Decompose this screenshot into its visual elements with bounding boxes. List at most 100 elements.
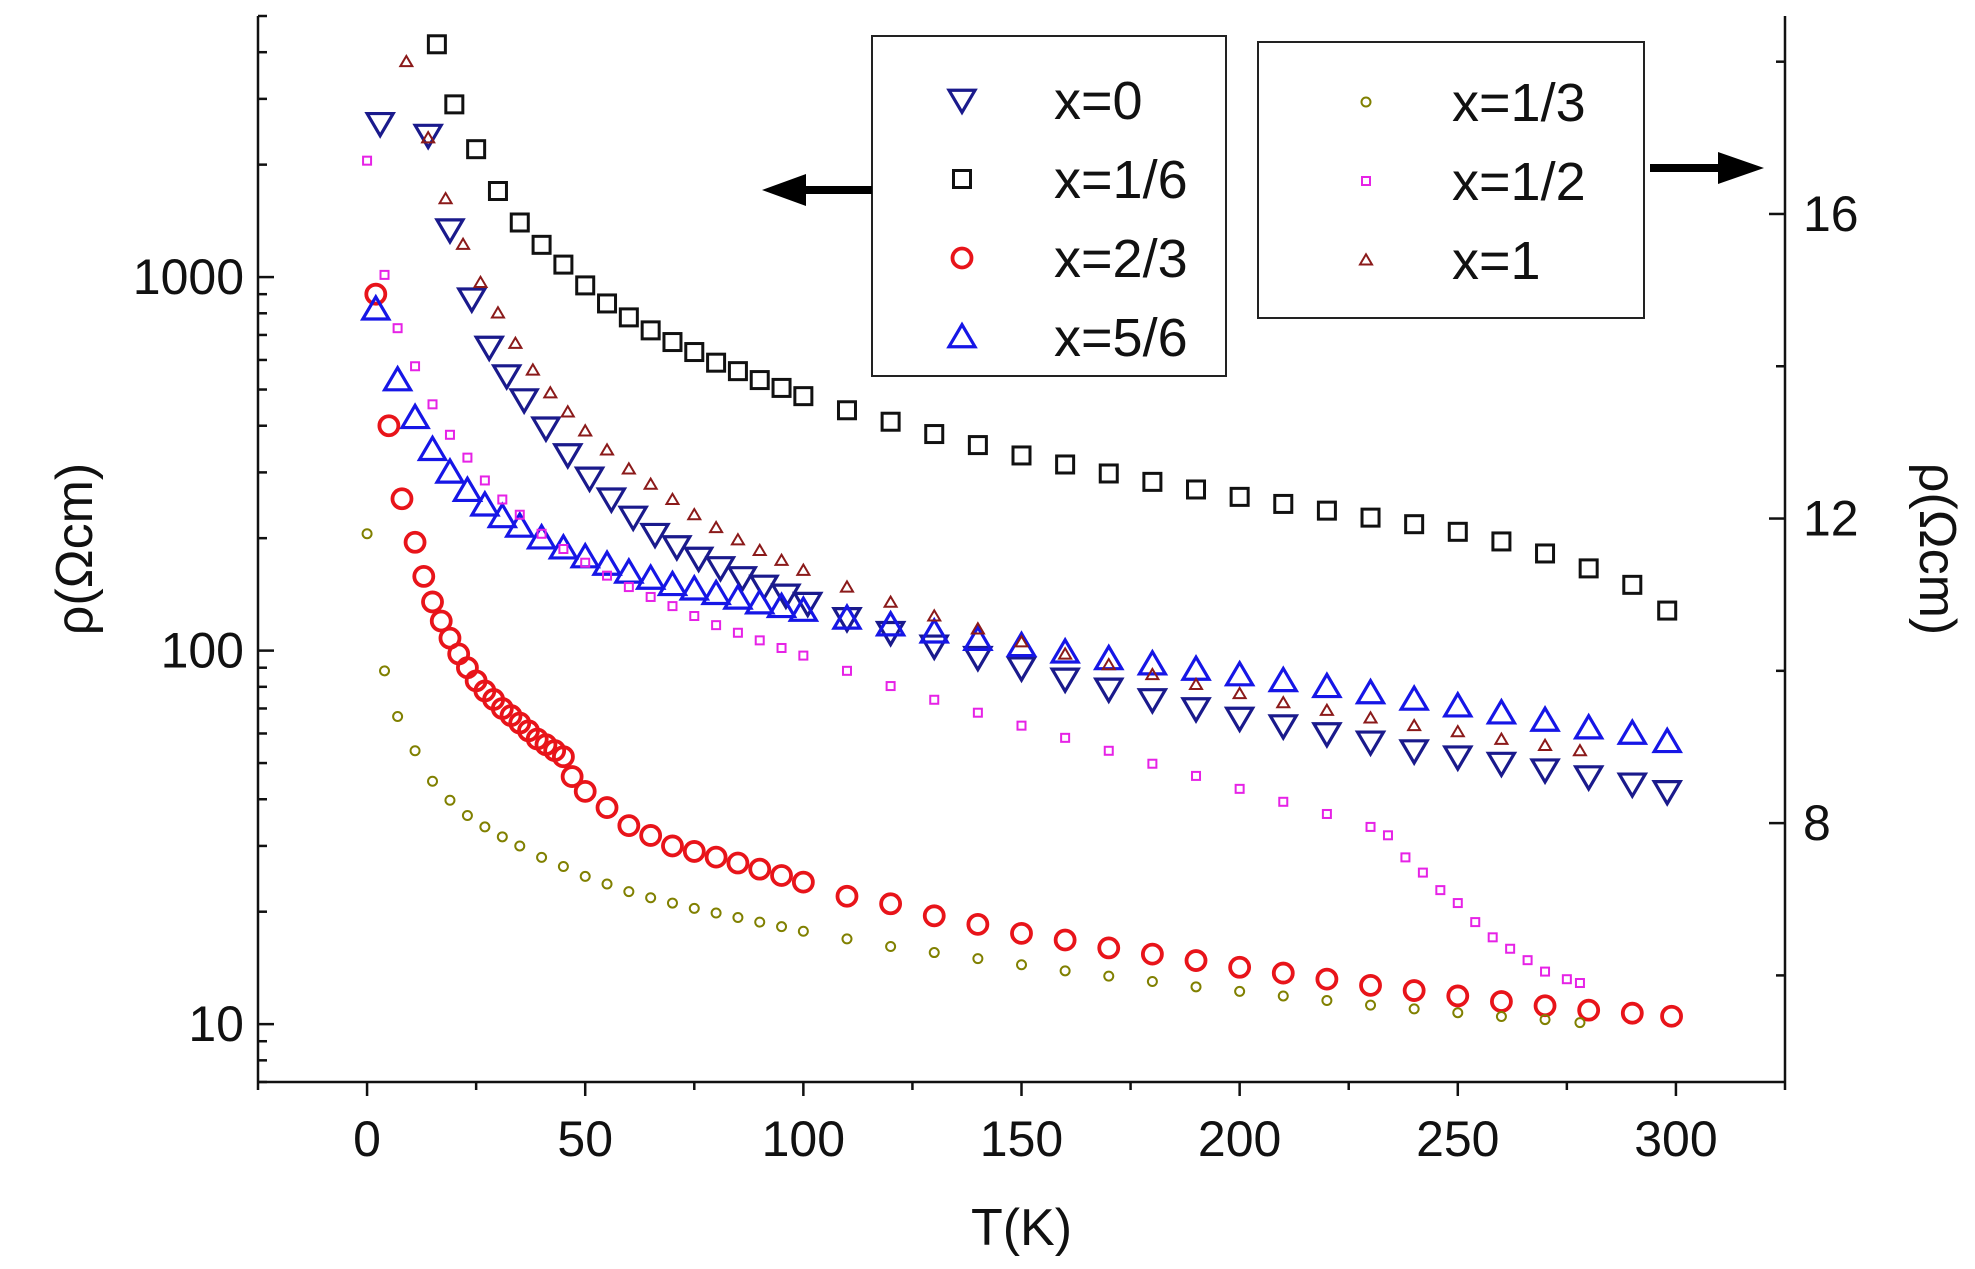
left-arrow-head: [762, 174, 806, 206]
data-point-x16: [1447, 521, 1468, 542]
data-point-x23: [835, 884, 859, 908]
series-x12: [362, 155, 1585, 989]
data-point-x0: [1092, 677, 1125, 705]
data-point-x1: [686, 507, 703, 521]
data-point-x16: [771, 377, 792, 398]
legend-marker-x23: [950, 246, 974, 270]
data-point-x12: [497, 494, 508, 505]
data-point-x23: [1097, 936, 1121, 960]
y-left-tick-label: 10: [188, 996, 244, 1052]
data-point-x56: [451, 475, 484, 503]
data-point-x1: [1406, 717, 1422, 732]
data-point-x56: [962, 624, 994, 651]
data-point-x1: [882, 594, 899, 608]
data-point-x56: [434, 456, 466, 484]
data-point-x13: [666, 897, 678, 909]
data-point-x23: [595, 796, 619, 819]
data-point-x1: [577, 423, 593, 437]
data-point-x13: [1539, 1014, 1551, 1026]
data-point-x16: [1491, 531, 1512, 552]
data-point-x12: [427, 399, 438, 410]
data-point-x12: [1365, 821, 1376, 832]
x-tick-label: 150: [980, 1111, 1063, 1167]
data-point-x12: [1540, 966, 1551, 977]
legend-marker-x56: [946, 321, 978, 349]
data-point-x13: [732, 912, 744, 924]
data-point-x23: [1359, 973, 1382, 997]
data-point-x56: [359, 293, 392, 321]
legend-label-x56: x=5/6: [1054, 308, 1188, 368]
data-point-x12: [798, 650, 809, 661]
data-point-x56: [1485, 697, 1518, 725]
legend-marker-x0: [946, 88, 978, 116]
data-point-x56: [1267, 665, 1300, 693]
data-point-x23: [1402, 979, 1426, 1002]
data-point-x56: [547, 532, 580, 560]
data-point-x56: [1223, 659, 1256, 687]
data-point-x0: [1651, 779, 1684, 807]
data-point-x1: [621, 461, 637, 475]
series-x16: [426, 34, 1678, 621]
data-point-x0: [1049, 667, 1081, 695]
data-point-x1: [1362, 710, 1379, 724]
data-point-x0: [455, 287, 488, 315]
data-point-x13: [776, 921, 788, 933]
data-point-x13: [1103, 970, 1115, 982]
data-point-x1: [773, 552, 790, 566]
data-point-x16: [1098, 463, 1119, 484]
data-point-x1: [1144, 666, 1161, 681]
data-point-x56: [399, 402, 431, 430]
series-x1: [398, 54, 1588, 757]
data-point-x0: [1485, 751, 1518, 779]
data-point-x12: [1487, 932, 1498, 943]
data-point-x12: [972, 707, 983, 718]
data-point-x23: [403, 530, 427, 554]
data-point-x23: [770, 864, 793, 887]
data-point-x16: [1578, 558, 1599, 579]
data-point-x1: [1013, 634, 1030, 648]
data-point-x1: [472, 274, 489, 288]
data-point-x56: [765, 591, 798, 619]
data-point-x23: [922, 904, 946, 928]
legend-label-x23: x=2/3: [1054, 229, 1188, 289]
data-point-x16: [662, 332, 683, 353]
data-point-x56: [1651, 726, 1684, 754]
data-point-x23: [1140, 942, 1164, 966]
data-point-x1: [1057, 646, 1073, 660]
data-point-x13: [557, 861, 569, 873]
data-point-x23: [1446, 984, 1470, 1008]
data-point-x12: [1452, 898, 1463, 909]
data-point-x0: [1311, 722, 1343, 749]
y-axis-left-title: ρ(Ωcm): [46, 463, 104, 635]
data-point-x16: [793, 386, 814, 407]
data-point-x12: [462, 452, 473, 463]
data-point-x12: [362, 155, 373, 166]
data-point-x23: [552, 745, 575, 769]
data-point-x13: [1190, 981, 1202, 993]
data-point-x16: [1316, 500, 1337, 521]
data-point-x0: [726, 566, 759, 593]
data-point-x12: [776, 642, 787, 653]
y-left-tick-label: 100: [161, 623, 244, 679]
legend-marker-x12: [1361, 176, 1371, 186]
data-point-x13: [797, 925, 809, 937]
data-point-x56: [743, 587, 776, 615]
data-point-x16: [640, 320, 661, 341]
data-point-x0: [530, 416, 562, 444]
data-point-x12: [1060, 732, 1071, 743]
data-point-x12: [929, 694, 940, 705]
data-point-x16: [487, 181, 508, 202]
data-point-x16: [1142, 471, 1163, 492]
data-point-x56: [656, 569, 689, 597]
data-point-x23: [1010, 921, 1033, 945]
data-point-x1: [1275, 695, 1292, 709]
data-point-x12: [885, 681, 896, 692]
data-point-x13: [379, 665, 391, 677]
data-point-x0: [682, 546, 715, 574]
data-point-x0: [1441, 745, 1474, 773]
series-x23: [364, 282, 1683, 1028]
data-point-x13: [1234, 985, 1246, 997]
data-point-x13: [623, 886, 635, 898]
